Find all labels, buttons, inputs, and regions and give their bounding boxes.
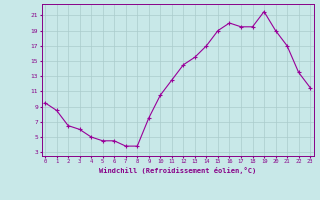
X-axis label: Windchill (Refroidissement éolien,°C): Windchill (Refroidissement éolien,°C): [99, 167, 256, 174]
